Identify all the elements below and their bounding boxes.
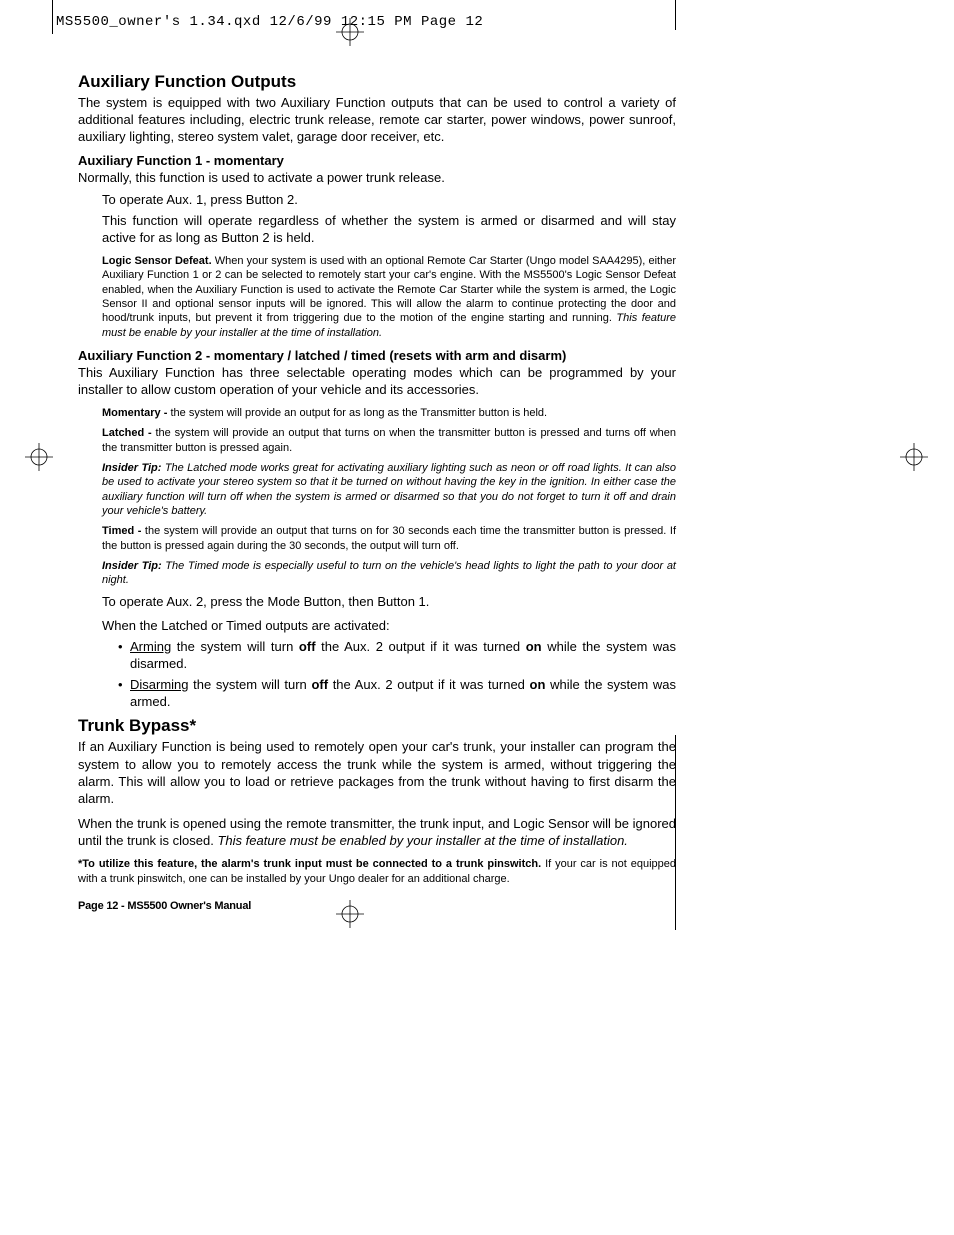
page-content: Auxiliary Function Outputs The system is… <box>78 68 676 912</box>
label: Insider Tip: <box>102 560 162 572</box>
crop-mark <box>675 0 676 30</box>
paragraph: When the Latched or Timed outputs are ac… <box>102 617 676 634</box>
label: Momentary - <box>102 407 170 419</box>
text: the system will provide an output that t… <box>102 525 676 551</box>
text: on <box>530 677 546 692</box>
text: the Aux. 2 output if it was turned <box>328 677 530 692</box>
text: the Aux. 2 output if it was turned <box>316 639 526 654</box>
text: off <box>299 639 316 654</box>
document-page: MS5500_owner's 1.34.qxd 12/6/99 12:15 PM… <box>0 0 954 1235</box>
heading-aux1: Auxiliary Function 1 - momentary <box>78 153 676 168</box>
label: Timed - <box>102 525 145 537</box>
qxd-header: MS5500_owner's 1.34.qxd 12/6/99 12:15 PM… <box>56 14 483 30</box>
bullet-list: Arming the system will turn off the Aux.… <box>118 638 676 711</box>
paragraph: This function will operate regardless of… <box>102 212 676 246</box>
label: Logic Sensor Defeat. <box>102 255 212 267</box>
text: The Latched mode works great for activat… <box>102 462 676 517</box>
text: on <box>526 639 542 654</box>
paragraph: Normally, this function is used to activ… <box>78 169 676 186</box>
note-logic-sensor: Logic Sensor Defeat. When your system is… <box>102 254 676 340</box>
text: Arming <box>130 639 171 654</box>
page-footer: Page 12 - MS5500 Owner's Manual <box>78 900 676 912</box>
list-item: Arming the system will turn off the Aux.… <box>118 638 676 672</box>
registration-mark-icon <box>336 18 364 46</box>
heading-trunk-bypass: Trunk Bypass* <box>78 716 676 736</box>
mode-momentary: Momentary - the system will provide an o… <box>102 406 676 420</box>
paragraph: This Auxiliary Function has three select… <box>78 364 676 398</box>
text: the system will turn <box>189 677 312 692</box>
crop-mark <box>52 0 53 34</box>
paragraph: If an Auxiliary Function is being used t… <box>78 738 676 807</box>
paragraph: The system is equipped with two Auxiliar… <box>78 94 676 145</box>
text: off <box>311 677 328 692</box>
insider-tip: Insider Tip: The Latched mode works grea… <box>102 461 676 518</box>
text: the system will turn <box>171 639 299 654</box>
list-item: Disarming the system will turn off the A… <box>118 676 676 710</box>
text: *To utilize this feature, the alarm's tr… <box>78 858 541 870</box>
insider-tip: Insider Tip: The Timed mode is especiall… <box>102 559 676 588</box>
paragraph: To operate Aux. 1, press Button 2. <box>102 191 676 208</box>
heading-aux2: Auxiliary Function 2 - momentary / latch… <box>78 348 676 363</box>
footnote: *To utilize this feature, the alarm's tr… <box>78 857 676 886</box>
text: This feature must be enabled by your ins… <box>217 833 627 848</box>
paragraph: When the trunk is opened using the remot… <box>78 815 676 849</box>
registration-mark-icon <box>25 443 53 471</box>
label: Insider Tip: <box>102 462 161 474</box>
label: Latched - <box>102 427 156 439</box>
mode-latched: Latched - the system will provide an out… <box>102 426 676 455</box>
registration-mark-icon <box>900 443 928 471</box>
text: The Timed mode is especially useful to t… <box>102 560 676 586</box>
text: the system will provide an output for as… <box>170 407 547 419</box>
text: Disarming <box>130 677 189 692</box>
text: the system will provide an output that t… <box>102 427 676 453</box>
heading-aux-outputs: Auxiliary Function Outputs <box>78 72 676 92</box>
mode-timed: Timed - the system will provide an outpu… <box>102 524 676 553</box>
paragraph: To operate Aux. 2, press the Mode Button… <box>102 593 676 610</box>
